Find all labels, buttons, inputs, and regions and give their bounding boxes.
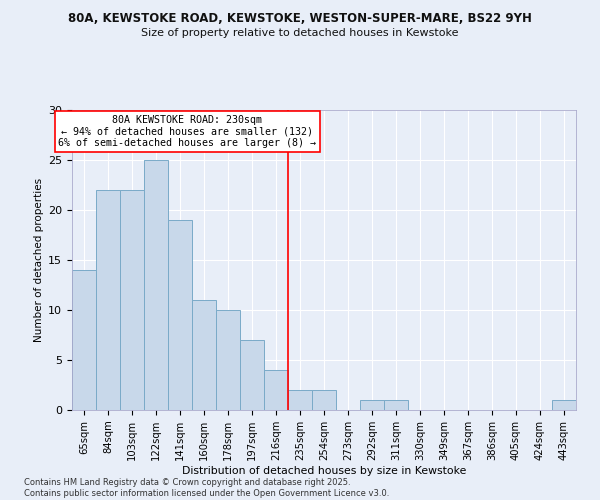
Text: 80A, KEWSTOKE ROAD, KEWSTOKE, WESTON-SUPER-MARE, BS22 9YH: 80A, KEWSTOKE ROAD, KEWSTOKE, WESTON-SUP…	[68, 12, 532, 26]
Bar	[552, 400, 576, 410]
Bar	[384, 400, 408, 410]
Bar	[96, 190, 120, 410]
Bar	[216, 310, 240, 410]
Y-axis label: Number of detached properties: Number of detached properties	[34, 178, 44, 342]
X-axis label: Distribution of detached houses by size in Kewstoke: Distribution of detached houses by size …	[182, 466, 466, 475]
Bar	[120, 190, 144, 410]
Bar	[240, 340, 264, 410]
Text: Contains HM Land Registry data © Crown copyright and database right 2025.
Contai: Contains HM Land Registry data © Crown c…	[24, 478, 389, 498]
Bar	[144, 160, 168, 410]
Bar	[264, 370, 288, 410]
Text: 80A KEWSTOKE ROAD: 230sqm
← 94% of detached houses are smaller (132)
6% of semi-: 80A KEWSTOKE ROAD: 230sqm ← 94% of detac…	[58, 115, 316, 148]
Bar	[72, 270, 96, 410]
Bar	[288, 390, 312, 410]
Bar	[360, 400, 384, 410]
Bar	[192, 300, 216, 410]
Bar	[168, 220, 192, 410]
Text: Size of property relative to detached houses in Kewstoke: Size of property relative to detached ho…	[141, 28, 459, 38]
Bar	[312, 390, 336, 410]
